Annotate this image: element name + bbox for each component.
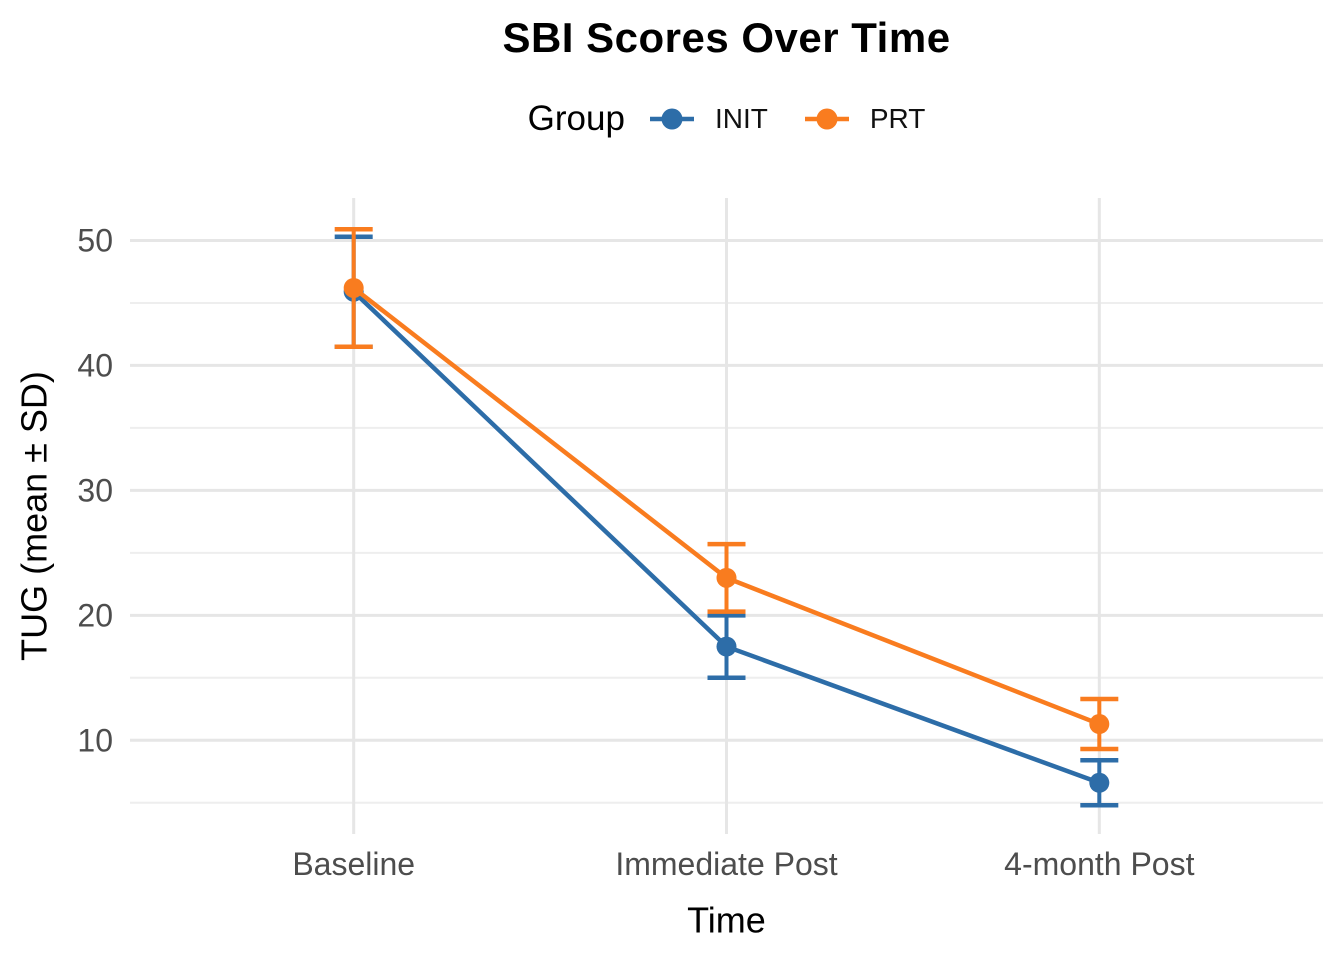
x-tick-label: Baseline xyxy=(292,846,415,882)
data-point-init xyxy=(716,636,737,657)
data-point-prt xyxy=(343,277,364,298)
y-tick-label: 50 xyxy=(77,222,113,258)
x-tick-label: 4-month Post xyxy=(1004,846,1194,882)
data-point-prt xyxy=(1089,714,1110,735)
x-axis-title: Time xyxy=(687,900,766,941)
y-axis-title: TUG (mean ± SD) xyxy=(14,371,55,661)
legend-key-dot xyxy=(816,108,838,130)
x-tick-label: Immediate Post xyxy=(615,846,837,882)
y-tick-label: 20 xyxy=(77,597,113,633)
y-tick-label: 30 xyxy=(77,472,113,508)
legend-title: Group xyxy=(527,99,625,138)
legend-label-prt: PRT xyxy=(869,103,926,134)
y-tick-label: 40 xyxy=(77,347,113,383)
legend-items: INIT PRT xyxy=(649,103,925,135)
legend-item-prt: PRT xyxy=(804,103,926,135)
legend-key-init-icon xyxy=(649,108,694,130)
legend: Group INIT PRT xyxy=(130,96,1323,142)
legend-item-init: INIT xyxy=(649,103,768,135)
chart-title: SBI Scores Over Time xyxy=(502,14,951,61)
y-tick-label: 10 xyxy=(77,722,113,758)
legend-label-init: INIT xyxy=(714,103,768,134)
legend-key-prt-icon xyxy=(804,108,849,130)
data-point-prt xyxy=(716,567,737,588)
data-point-init xyxy=(1089,772,1110,793)
legend-key-dot xyxy=(661,108,683,130)
